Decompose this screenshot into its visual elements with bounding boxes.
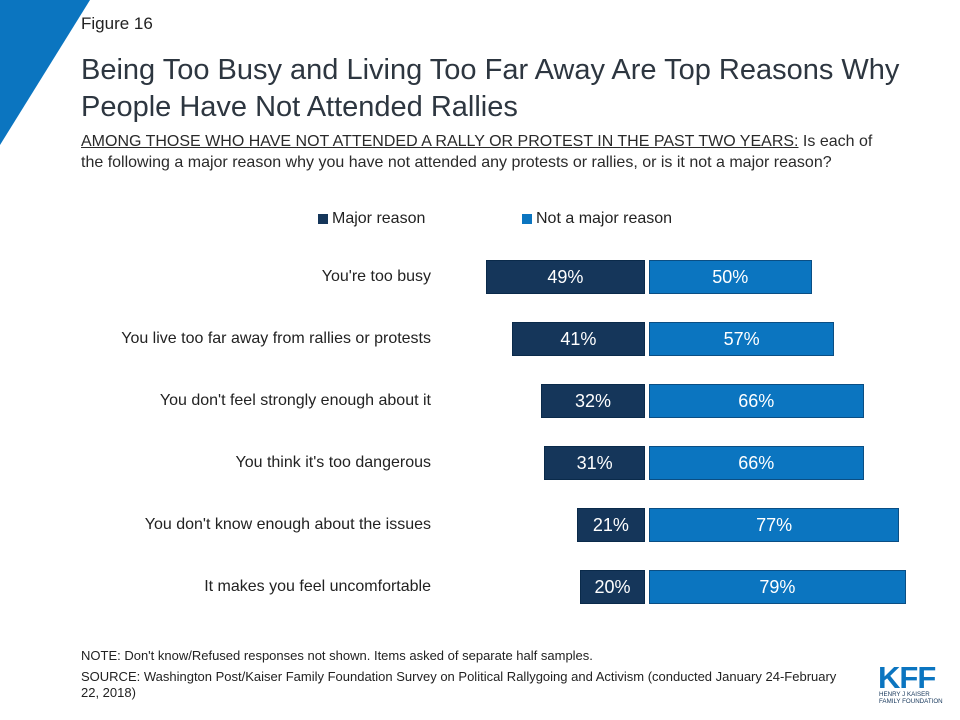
bar-value-label: 32%	[574, 390, 612, 411]
category-label: You don't know enough about the issues	[144, 516, 431, 533]
bar-value-label: 79%	[759, 576, 796, 597]
figure-label: Figure 16	[81, 14, 153, 33]
bar-value-label: 57%	[723, 328, 760, 349]
legend-item-major: Major reason	[318, 210, 425, 228]
legend-label-major: Major reason	[332, 210, 426, 227]
bar-value-label: 20%	[594, 576, 631, 597]
bar-value-label: 49%	[547, 266, 584, 287]
legend-swatch-major	[318, 214, 328, 224]
bar-major-reason: 32%	[541, 384, 645, 418]
bar-value-label: 21%	[592, 514, 629, 535]
kff-logo: KFF HENRY J KAISER FAMILY FOUNDATION	[878, 660, 943, 705]
category-label: You're too busy	[321, 268, 431, 285]
bar-major-reason: 20%	[580, 570, 645, 604]
bar-major-reason: 49%	[485, 260, 645, 294]
legend-item-not-major: Not a major reason	[522, 210, 672, 228]
legend-label-not-major: Not a major reason	[536, 210, 673, 227]
logo-text: KFF	[878, 660, 935, 695]
bar-not-major-reason: 50%	[649, 260, 812, 294]
subtitle-population: AMONG THOSE WHO HAVE NOT ATTENDED A RALL…	[81, 133, 799, 150]
bar-value-label: 31%	[576, 452, 613, 473]
legend-swatch-not-major	[522, 214, 532, 224]
chart-title: Being Too Busy and Living Too Far Away A…	[81, 54, 900, 123]
bar-value-label: 41%	[560, 328, 597, 349]
chart-subtitle: AMONG THOSE WHO HAVE NOT ATTENDED A RALL…	[81, 131, 881, 173]
bar-major-reason: 31%	[544, 446, 645, 480]
chart-note: NOTE: Don't know/Refused responses not s…	[81, 648, 593, 663]
bar-not-major-reason: 57%	[649, 322, 835, 356]
category-label: You don't feel strongly enough about it	[159, 392, 431, 409]
corner-accent-shape	[0, 0, 90, 145]
bar-not-major-reason: 79%	[649, 570, 906, 604]
bar-value-label: 50%	[712, 266, 749, 287]
logo-line-2: FAMILY FOUNDATION	[879, 698, 943, 705]
chart-source: SOURCE: Washington Post/Kaiser Family Fo…	[81, 669, 837, 700]
bar-value-label: 77%	[756, 514, 793, 535]
subtitle-question: Is each of the following a major reason …	[81, 133, 873, 171]
category-label: You live too far away from rallies or pr…	[121, 330, 431, 347]
logo-line-1: HENRY J KAISER	[879, 691, 930, 698]
bar-not-major-reason: 77%	[649, 508, 900, 542]
bar-major-reason: 41%	[511, 322, 645, 356]
bar-value-label: 66%	[738, 452, 775, 473]
bar-value-label: 66%	[738, 390, 775, 411]
category-label: You think it's too dangerous	[235, 454, 432, 471]
category-label: It makes you feel uncomfortable	[204, 578, 431, 595]
bar-not-major-reason: 66%	[649, 446, 864, 480]
bar-major-reason: 21%	[576, 508, 645, 542]
bar-not-major-reason: 66%	[649, 384, 864, 418]
